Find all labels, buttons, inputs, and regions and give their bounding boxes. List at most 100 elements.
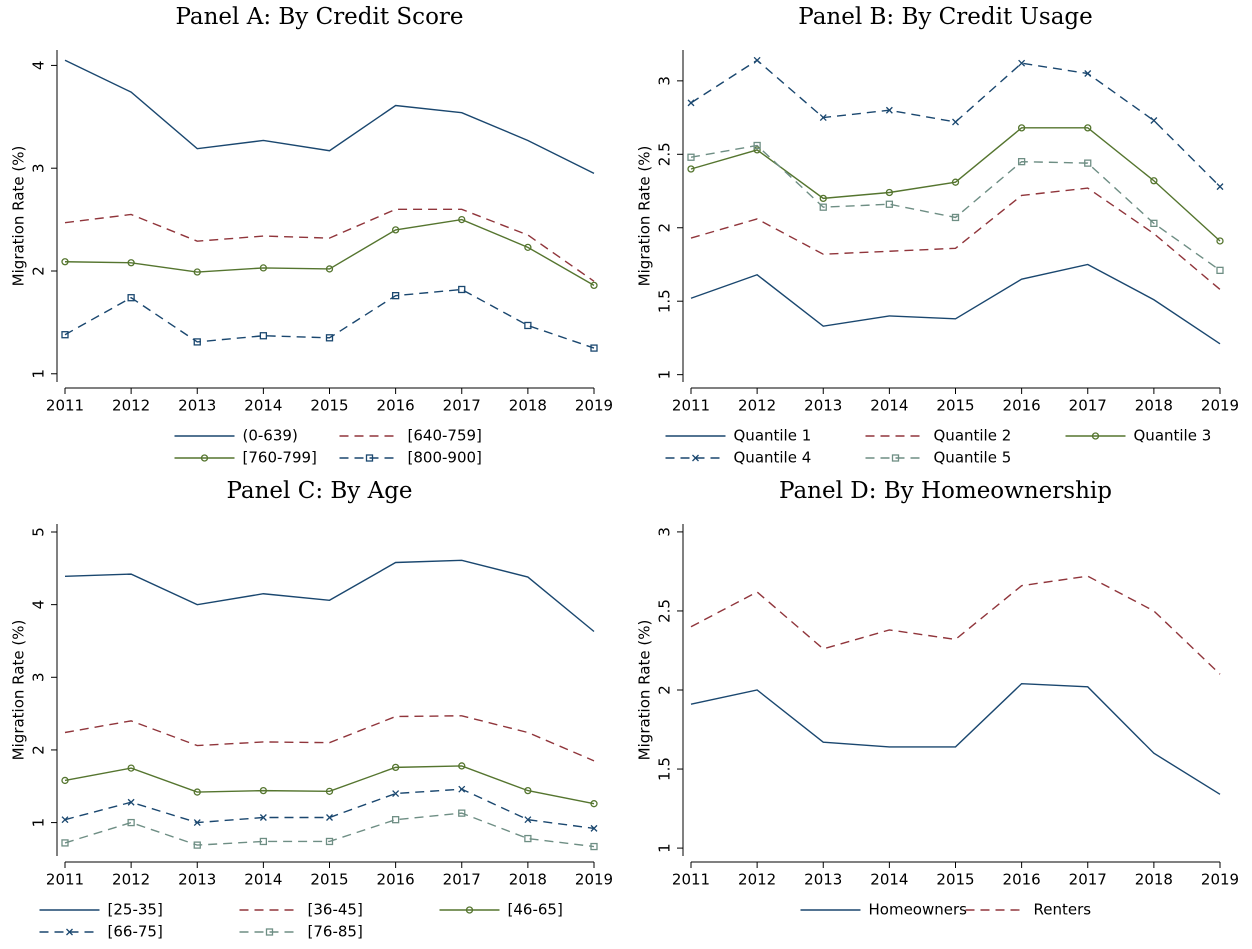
- marker: [1091, 432, 1100, 440]
- marker: [365, 454, 374, 462]
- series-line: [690, 682, 1221, 795]
- series-line: [690, 187, 1221, 290]
- marker: [325, 334, 334, 342]
- marker: [458, 785, 466, 793]
- marker: [127, 764, 135, 772]
- marker: [687, 99, 695, 107]
- legend-label: [800-900]: [408, 449, 482, 467]
- marker: [1084, 159, 1092, 167]
- x-tick-label: 2015: [310, 871, 348, 889]
- y-tick-label: 4: [30, 600, 48, 610]
- marker: [951, 213, 960, 222]
- legend-label: Quantile 2: [934, 427, 1012, 445]
- marker: [1150, 117, 1158, 124]
- series-line: [64, 218, 595, 286]
- marker: [753, 146, 761, 154]
- marker: [66, 928, 73, 936]
- marker: [259, 814, 267, 821]
- marker: [891, 454, 900, 462]
- marker: [259, 837, 268, 846]
- marker: [819, 194, 827, 203]
- y-tick-label: 3: [30, 163, 48, 173]
- y-tick-label: 1.5: [656, 757, 674, 781]
- marker: [61, 331, 69, 339]
- marker: [193, 338, 201, 346]
- marker: [391, 226, 400, 234]
- x-tick-label: 2012: [112, 397, 150, 415]
- y-axis-label: Migration Rate (%): [636, 620, 654, 761]
- y-tick-label: 3: [656, 527, 674, 537]
- marker: [951, 178, 960, 186]
- marker: [1017, 124, 1026, 132]
- marker: [819, 203, 827, 211]
- marker: [1018, 59, 1026, 67]
- series-line: [690, 127, 1221, 242]
- y-tick-label: 1: [30, 369, 48, 379]
- marker: [524, 816, 532, 824]
- marker: [127, 294, 135, 302]
- marker: [61, 816, 69, 824]
- y-axis-label: Migration Rate (%): [10, 620, 28, 761]
- marker: [259, 332, 268, 340]
- x-tick-label: 2018: [509, 871, 547, 889]
- marker: [458, 215, 466, 224]
- marker: [524, 834, 532, 843]
- panel-title: Panel B: By Credit Usage: [798, 4, 1093, 30]
- marker: [326, 814, 333, 821]
- series-line: [64, 288, 595, 349]
- x-tick-label: 2019: [1201, 397, 1239, 415]
- marker: [1084, 70, 1092, 77]
- y-tick-label: 3: [30, 673, 48, 683]
- x-tick-label: 2013: [804, 397, 842, 415]
- x-tick-label: 2016: [377, 397, 415, 415]
- legend-label: (0-639): [243, 427, 298, 445]
- x-tick-label: 2017: [443, 397, 481, 415]
- x-tick-label: 2016: [1003, 871, 1041, 889]
- legend-label: [760-799]: [243, 449, 317, 467]
- panel: Panel D: By Homeownership Migration Rate …: [636, 478, 1240, 919]
- y-tick-label: 4: [30, 61, 48, 71]
- marker: [1084, 124, 1092, 132]
- x-tick-label: 2012: [738, 871, 776, 889]
- x-tick-label: 2019: [575, 397, 613, 415]
- marker: [590, 824, 598, 832]
- x-tick-label: 2011: [672, 397, 710, 415]
- series-line: [64, 765, 595, 805]
- x-tick-label: 2014: [244, 871, 282, 889]
- marker: [61, 839, 69, 847]
- marker: [61, 776, 69, 785]
- marker: [524, 786, 532, 795]
- series-line: [64, 59, 595, 174]
- marker: [259, 786, 268, 795]
- legend-label: [25-35]: [108, 901, 163, 919]
- x-tick-label: 2014: [870, 397, 908, 415]
- legend-label: [76-85]: [308, 923, 363, 941]
- marker: [687, 153, 695, 161]
- x-tick-label: 2017: [443, 871, 481, 889]
- marker: [127, 818, 135, 827]
- y-tick-label: 2: [30, 266, 48, 276]
- x-tick-label: 2011: [46, 871, 84, 889]
- y-tick-label: 2.5: [656, 142, 674, 166]
- x-tick-label: 2017: [1069, 397, 1107, 415]
- marker: [1150, 219, 1158, 227]
- marker: [753, 56, 761, 64]
- marker: [325, 787, 334, 795]
- marker: [687, 165, 695, 173]
- marker: [1216, 237, 1224, 245]
- legend-label: [36-45]: [308, 901, 363, 919]
- marker: [524, 243, 532, 251]
- marker: [325, 837, 334, 846]
- y-tick-label: 2.5: [656, 599, 674, 623]
- series-line: [64, 208, 595, 282]
- panel: Panel A: By Credit Score Migration Rate (…: [10, 4, 614, 467]
- marker: [885, 188, 894, 197]
- y-axis-label: Migration Rate (%): [10, 146, 28, 287]
- marker: [193, 268, 201, 276]
- marker: [259, 264, 268, 272]
- marker: [458, 285, 466, 294]
- series-line: [64, 715, 595, 762]
- x-tick-label: 2018: [509, 397, 547, 415]
